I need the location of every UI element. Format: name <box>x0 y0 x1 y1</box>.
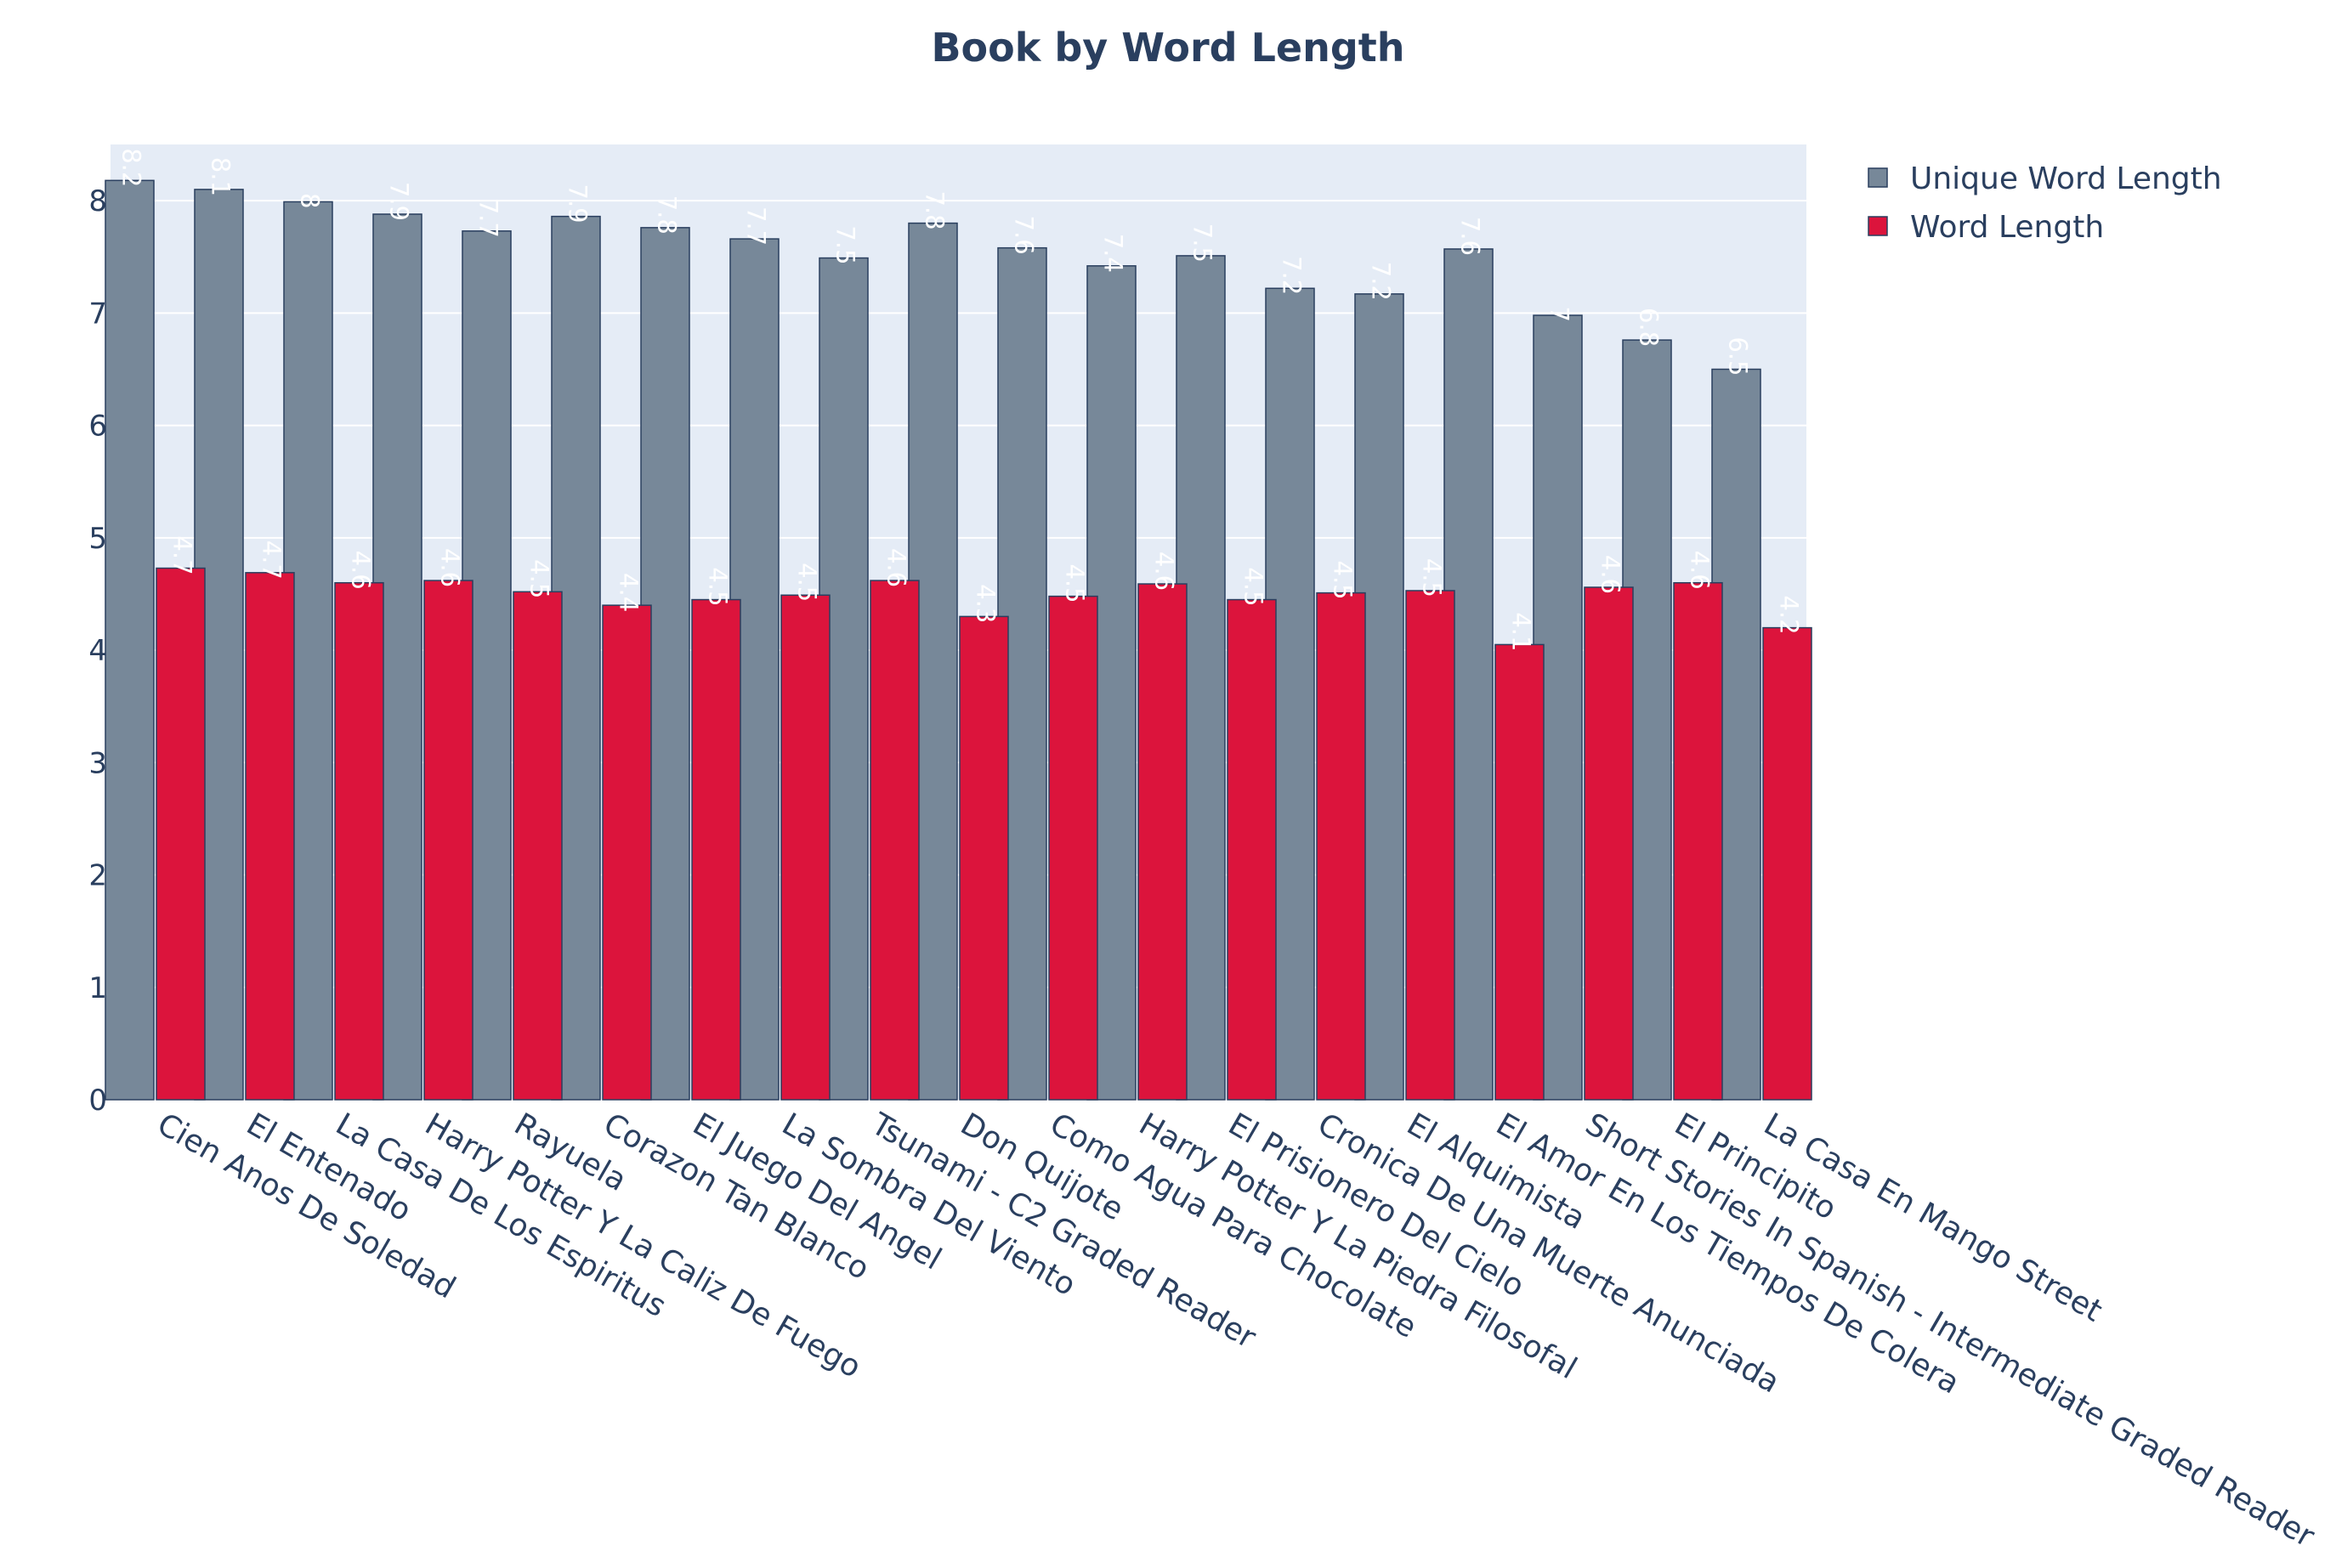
bar[interactable] <box>1494 643 1545 1101</box>
y-tick-label: 7 <box>88 297 107 331</box>
bar-value-label: 7.7 <box>474 199 503 238</box>
bar[interactable] <box>513 591 563 1101</box>
chart-title: Book by Word Length <box>931 25 1404 71</box>
bar[interactable] <box>1137 583 1188 1101</box>
y-tick-label: 0 <box>88 1084 107 1118</box>
bar[interactable] <box>1227 598 1277 1101</box>
bar-value-label: 7.8 <box>921 190 950 229</box>
bar-value-label: 4.5 <box>1329 560 1358 599</box>
bar-value-label: 7.4 <box>1099 234 1128 273</box>
bar-value-label: 8.2 <box>117 148 146 187</box>
bar-value-label: 8.1 <box>207 157 235 196</box>
legend-label: Word Length <box>1910 210 2104 245</box>
legend-item[interactable]: Word Length <box>1868 210 2104 245</box>
bar-value-label: 4.2 <box>1775 595 1804 634</box>
bar[interactable] <box>959 615 1009 1101</box>
bar-value-label: 4.1 <box>1507 612 1536 651</box>
bar[interactable] <box>1316 592 1366 1101</box>
bar-value-label: 7.5 <box>831 225 860 264</box>
bar-value-label: 4.5 <box>704 567 733 606</box>
bar-value-label: 7.7 <box>742 207 771 246</box>
bar-value-label: 4.6 <box>1686 551 1715 590</box>
bar[interactable] <box>691 598 741 1101</box>
bar[interactable] <box>1048 595 1098 1101</box>
bar[interactable] <box>602 604 652 1101</box>
bar-value-label: 7.8 <box>653 195 682 235</box>
bar-value-label: 4.3 <box>972 584 1001 623</box>
bar-value-label: 4.4 <box>615 573 644 612</box>
bar-value-label: 7.9 <box>564 184 593 224</box>
y-axis-ticks: 0 1 2 3 4 5 6 7 8 <box>88 184 107 1118</box>
bar-value-label: 6.5 <box>1724 337 1753 376</box>
bar[interactable] <box>870 580 920 1101</box>
bar-value-label: 7.6 <box>1456 217 1485 256</box>
bar-value-label: 4.5 <box>1061 563 1090 603</box>
bar[interactable] <box>780 594 831 1101</box>
bar[interactable] <box>334 581 384 1101</box>
bar-value-label: 8 <box>296 193 325 208</box>
bar-value-label: 4.5 <box>525 559 554 598</box>
bar[interactable] <box>1762 626 1812 1101</box>
bar-value-label: 4.6 <box>436 548 465 587</box>
bar-value-label: 4.5 <box>1239 567 1268 606</box>
bar-value-label: 6.8 <box>1635 308 1664 347</box>
bar[interactable] <box>156 567 206 1101</box>
legend-swatch <box>1868 167 1888 188</box>
y-tick-label: 8 <box>88 184 107 218</box>
y-tick-label: 3 <box>88 746 107 780</box>
bars: 8.2 8.1 8 7.9 7.7 7.9 7.8 7.7 7.5 7.8 7.6 7.4 7.5 7.2… <box>105 148 1812 1101</box>
bar-value-label: 4.5 <box>793 563 822 602</box>
bar[interactable] <box>1584 586 1634 1101</box>
bar[interactable] <box>245 572 295 1101</box>
legend-label: Unique Word Length <box>1910 161 2222 196</box>
bar[interactable] <box>423 580 473 1101</box>
bar[interactable] <box>1673 581 1723 1101</box>
bar[interactable] <box>1405 590 1455 1101</box>
bar-value-label: 7.2 <box>1278 256 1307 295</box>
bar-value-label: 4.6 <box>347 551 376 590</box>
bar-value-label: 7.9 <box>385 182 414 221</box>
y-tick-label: 5 <box>88 522 107 556</box>
bar-value-label: 7.2 <box>1367 262 1396 301</box>
bar-value-label: 4.7 <box>168 535 197 575</box>
legend[interactable]: Unique Word Length Word Length <box>1868 161 2222 245</box>
bar-value-label: 7.5 <box>1188 224 1217 263</box>
y-tick-label: 1 <box>88 971 107 1005</box>
bar-value-label: 4.6 <box>1596 555 1625 594</box>
bar-value-label: 4.6 <box>1150 552 1179 591</box>
y-tick-label: 6 <box>88 410 107 444</box>
bar[interactable] <box>105 179 155 1101</box>
bar-value-label: 4.7 <box>258 541 286 580</box>
bar-value-label: 7 <box>1545 307 1574 322</box>
legend-swatch <box>1868 216 1888 236</box>
bar-value-label: 4.6 <box>882 548 911 587</box>
bar-value-label: 7.6 <box>1010 216 1039 255</box>
legend-item[interactable]: Unique Word Length <box>1868 161 2222 196</box>
y-tick-label: 4 <box>88 634 107 668</box>
bar-value-label: 4.5 <box>1418 558 1447 597</box>
y-tick-label: 2 <box>88 859 107 893</box>
